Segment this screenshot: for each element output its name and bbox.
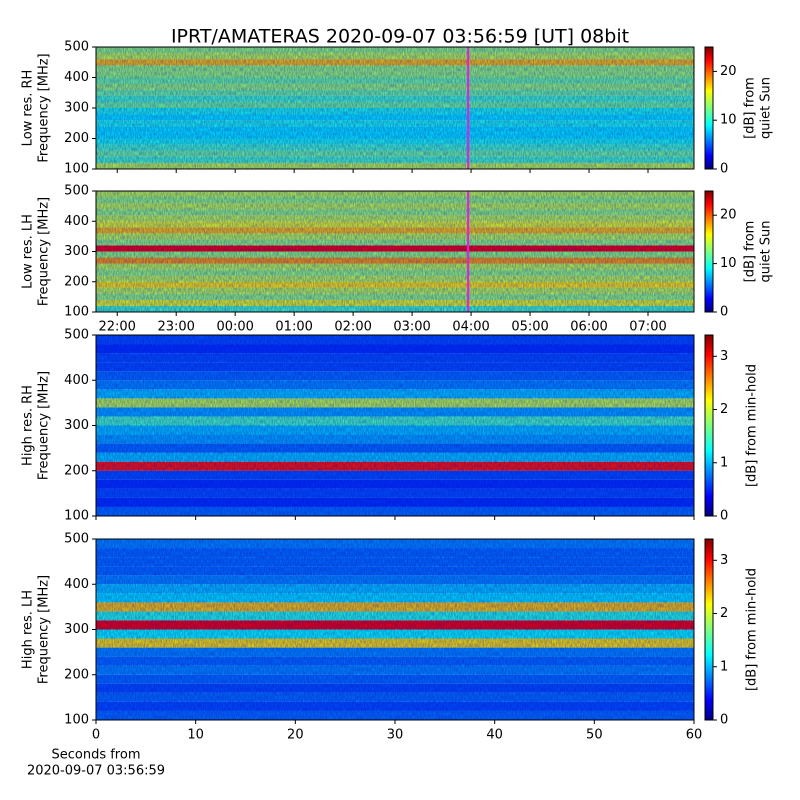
y-tick-label: 300 <box>64 101 89 116</box>
colorbar-tick-label: 0 <box>720 162 728 177</box>
y-tick-label: 300 <box>64 418 89 433</box>
y-axis-label: High res. RH <box>21 385 36 466</box>
y-tick-label: 300 <box>64 622 89 637</box>
y-tick-label: 200 <box>64 274 89 289</box>
y-axis-label: Low res. LH <box>21 214 36 289</box>
texture <box>96 191 694 312</box>
y-tick-label: 400 <box>64 214 89 229</box>
colorbar-label: [dB] from <box>743 77 758 139</box>
colorbar-tick-label: 2 <box>720 402 728 417</box>
x-tick-label: 07:00 <box>629 320 666 335</box>
colorbar-tick-label: 20 <box>720 64 737 79</box>
x-tick-label: 03:00 <box>393 320 430 335</box>
y-axis-label: Frequency [MHz] <box>37 371 52 480</box>
colorbar-tick-label: 0 <box>720 509 728 524</box>
x-tick-label: 06:00 <box>570 320 607 335</box>
texture <box>96 539 694 720</box>
x-tick-label: 23:00 <box>157 320 194 335</box>
colorbar-tick-label: 1 <box>720 455 728 470</box>
colorbar-tick-label: 2 <box>720 606 728 621</box>
y-tick-label: 100 <box>64 162 89 177</box>
x-tick-label: 50 <box>586 728 603 743</box>
colorbar <box>704 334 714 517</box>
x-tick-label: 0 <box>92 728 100 743</box>
colorbar-tick-label: 3 <box>720 349 728 364</box>
x-axis-label: 2020-09-07 03:56:59 <box>27 764 165 779</box>
x-tick-label: 01:00 <box>275 320 312 335</box>
colorbar <box>704 190 714 313</box>
y-axis-label: Frequency [MHz] <box>37 575 52 684</box>
colorbar-label: quiet Sun <box>759 77 774 139</box>
colorbar-tick-label: 3 <box>720 553 728 568</box>
x-tick-label: 60 <box>686 728 703 743</box>
colorbar-tick-label: 10 <box>720 113 737 128</box>
y-tick-label: 200 <box>64 463 89 478</box>
y-tick-label: 100 <box>64 713 89 728</box>
y-tick-label: 200 <box>64 131 89 146</box>
texture <box>96 47 694 169</box>
x-tick-label: 22:00 <box>98 320 135 335</box>
y-tick-label: 500 <box>64 328 89 343</box>
colorbar-tick-label: 20 <box>720 208 737 223</box>
y-tick-label: 500 <box>64 532 89 547</box>
x-tick-label: 30 <box>387 728 404 743</box>
x-tick-label: 20 <box>287 728 304 743</box>
x-tick-label: 00:00 <box>216 320 253 335</box>
y-tick-label: 300 <box>64 244 89 259</box>
colorbar-label: [dB] from <box>743 221 758 283</box>
x-tick-label: 10 <box>187 728 204 743</box>
colorbar-label: [dB] from min-hold <box>745 364 760 487</box>
x-tick-label: 40 <box>486 728 503 743</box>
x-axis-label: Seconds from <box>51 748 140 763</box>
y-tick-label: 400 <box>64 373 89 388</box>
y-tick-label: 400 <box>64 70 89 85</box>
y-tick-label: 500 <box>64 40 89 55</box>
colorbar <box>704 46 714 170</box>
y-tick-label: 500 <box>64 184 89 199</box>
y-axis-label: Frequency [MHz] <box>37 197 52 306</box>
colorbar <box>704 538 714 721</box>
y-tick-label: 100 <box>64 509 89 524</box>
colorbar-label: quiet Sun <box>759 220 774 282</box>
y-tick-label: 200 <box>64 667 89 682</box>
y-axis-label: Low res. RH <box>21 70 36 147</box>
colorbar-tick-label: 10 <box>720 256 737 271</box>
x-tick-label: 02:00 <box>334 320 371 335</box>
colorbar-tick-label: 0 <box>720 305 728 320</box>
x-tick-label: 04:00 <box>452 320 489 335</box>
y-axis-label: Frequency [MHz] <box>37 53 52 162</box>
x-tick-label: 05:00 <box>511 320 548 335</box>
colorbar-tick-label: 1 <box>720 659 728 674</box>
y-tick-label: 400 <box>64 577 89 592</box>
colorbar-label: [dB] from min-hold <box>745 568 760 691</box>
figure-title: IPRT/AMATERAS 2020-09-07 03:56:59 [UT] 0… <box>171 26 629 48</box>
texture <box>96 335 694 516</box>
y-axis-label: High res. LH <box>21 590 36 669</box>
colorbar-tick-label: 0 <box>720 713 728 728</box>
y-tick-label: 100 <box>64 305 89 320</box>
